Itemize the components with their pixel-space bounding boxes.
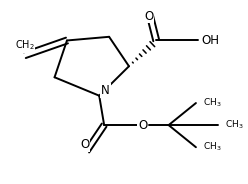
Text: CH$_2$: CH$_2$	[15, 38, 35, 52]
Text: OH: OH	[201, 34, 219, 47]
Text: O: O	[138, 119, 148, 132]
Text: CH$_3$: CH$_3$	[203, 97, 221, 109]
Text: CH$_3$: CH$_3$	[225, 119, 244, 131]
Text: O: O	[80, 138, 90, 151]
Text: O: O	[144, 10, 154, 23]
Text: N: N	[101, 84, 110, 97]
Text: CH$_3$: CH$_3$	[203, 141, 221, 153]
